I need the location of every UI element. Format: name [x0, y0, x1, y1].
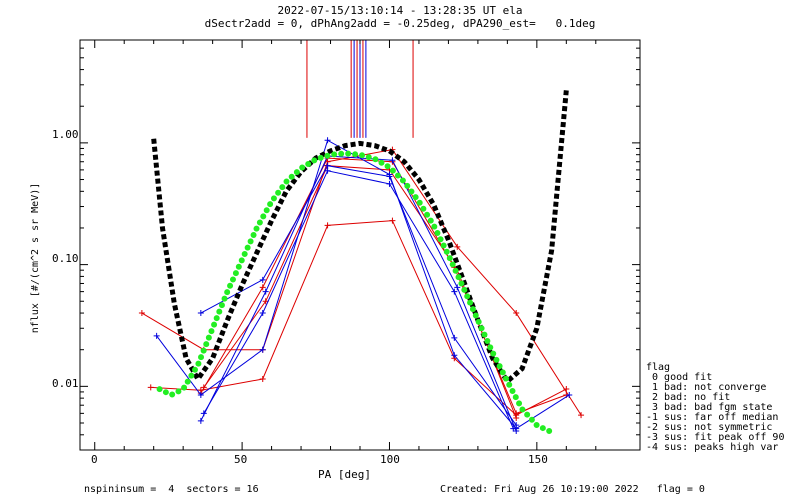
sector-line [156, 139, 570, 430]
x-tick-label-150: 150 [528, 453, 548, 466]
y-tick-label-0.01: 0.01 [52, 377, 79, 390]
sector-point [200, 410, 207, 417]
sector-series [138, 137, 585, 434]
sector-point [197, 417, 204, 424]
footer-left: nspininsum = 4 sectors = 16 [84, 484, 259, 495]
footer-right: Created: Fri Aug 26 10:19:00 2022 flag =… [440, 484, 705, 495]
chart-subtitle: dSectr2add = 0, dPhAng2add = -0.25deg, d… [204, 17, 596, 30]
sector-point [386, 173, 393, 180]
sector-point [451, 334, 458, 341]
chart-title: 2022-07-15/13:10:14 - 13:28:35 UT ela [277, 4, 523, 17]
legend-item: 1 bad: not converge [646, 382, 767, 393]
sector-point [200, 384, 207, 391]
legend-item: -2 sus: not symmetric [646, 422, 773, 433]
y-axis-label: nflux [#/(cm^2 s sr MeV)] [30, 182, 41, 334]
sector-point [386, 180, 393, 187]
legend-item: 0 good fit [646, 372, 713, 383]
fit-curve-green [156, 150, 555, 436]
sector-point [563, 386, 570, 393]
sector-point [566, 391, 573, 398]
sector-point [259, 375, 266, 382]
legend-item: 2 bad: no fit [646, 392, 731, 403]
sector-point [259, 310, 266, 317]
sector-point [138, 310, 145, 317]
legend-title: flag [646, 362, 671, 373]
y-tick-label-1.00: 1.00 [52, 128, 79, 141]
fit-curve-black [151, 90, 569, 386]
vertical-markers [306, 40, 414, 138]
sector-point [147, 384, 154, 391]
sector-point [324, 222, 331, 229]
sector-line [203, 170, 514, 429]
sector-point [389, 217, 396, 224]
legend-item: -4 sus: peaks high var [646, 442, 779, 453]
sector-line [200, 165, 517, 426]
sector-point [259, 346, 266, 353]
sector-point [454, 243, 461, 250]
x-tick-label-100: 100 [380, 453, 400, 466]
x-axis-label: PA [deg] [318, 468, 371, 481]
sector-point [324, 162, 331, 169]
sector-point [324, 137, 331, 144]
sector-point [578, 412, 585, 419]
sector-point [153, 332, 160, 339]
legend-item: 3 bad: bad fgm state [646, 402, 773, 413]
sector-point [389, 157, 396, 164]
sector-point [259, 284, 266, 291]
sector-point [197, 391, 204, 398]
sector-point [324, 167, 331, 174]
y-tick-label-0.10: 0.10 [52, 252, 79, 265]
x-tick-label-50: 50 [234, 453, 248, 466]
sector-point [454, 284, 461, 291]
fit-curves [151, 90, 569, 436]
legend-item: -3 sus: fit peak off 90 [646, 432, 785, 443]
sector-line [200, 155, 517, 432]
sector-point [451, 352, 458, 359]
sector-point [197, 310, 204, 317]
sector-point [510, 425, 517, 432]
legend-item: -1 sus: far off median [646, 412, 779, 423]
sector-point [259, 276, 266, 283]
sector-point [451, 288, 458, 295]
x-tick-label-0: 0 [91, 453, 98, 466]
sector-line [200, 157, 567, 415]
sector-point [513, 414, 520, 421]
tick-marks [80, 39, 640, 451]
sector-point [513, 310, 520, 317]
sector-point [262, 288, 269, 295]
